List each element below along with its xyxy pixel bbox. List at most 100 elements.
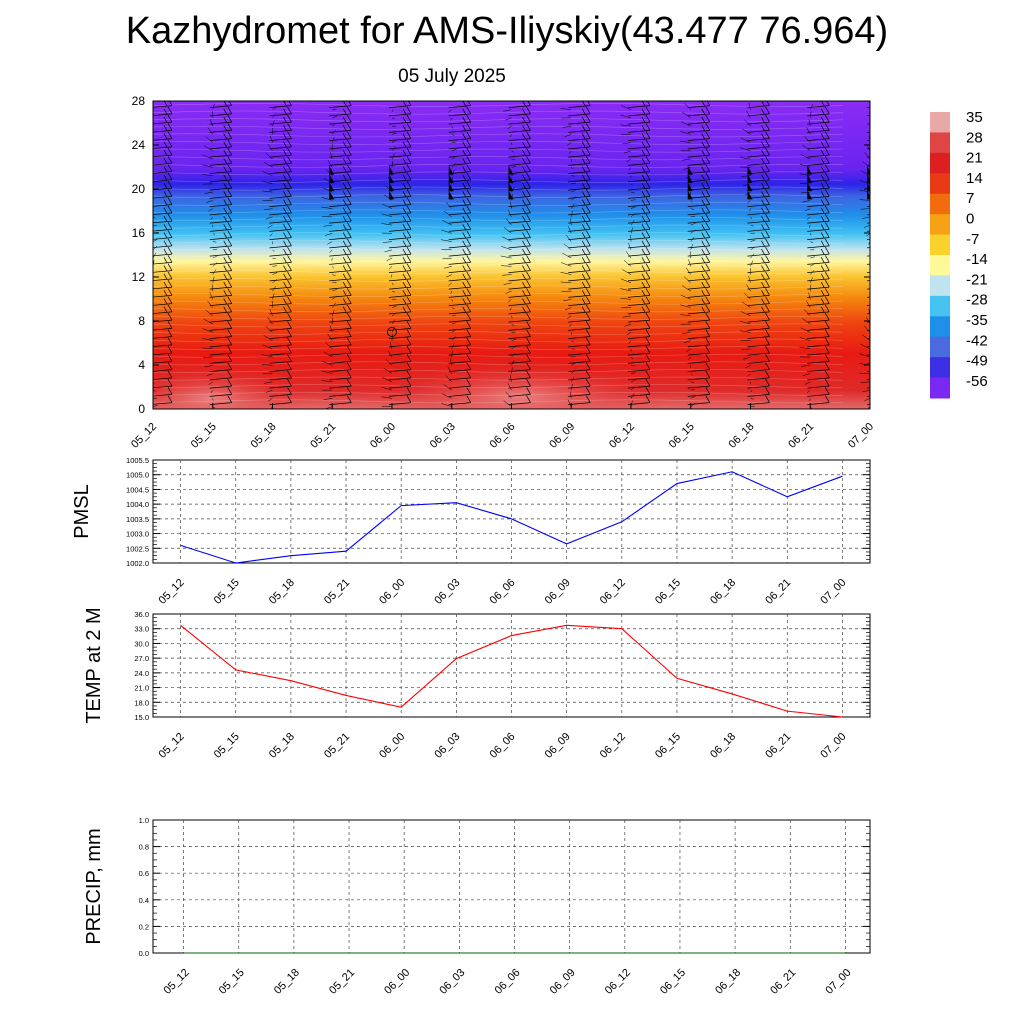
wind-barb: [568, 345, 591, 358]
barb-staff: [448, 385, 471, 389]
precip-panel: 0.00.20.40.60.81.005_12 05_15 05_18 05_21 06…: [83, 816, 871, 997]
barb-staff: [269, 196, 292, 199]
barb-feather: [765, 279, 770, 288]
barb-feather: [466, 246, 472, 255]
barb-staff: [687, 121, 710, 125]
wind-barb: [388, 131, 412, 143]
wind-barb: [382, 370, 412, 383]
wind-barb: [209, 263, 233, 275]
barb-shaft: [630, 393, 635, 399]
barb-shaft: [862, 334, 870, 341]
wind-barb: [804, 131, 830, 143]
barb-feather: [287, 345, 292, 354]
barb-shaft: [206, 373, 213, 377]
barb-shaft: [630, 213, 636, 218]
y-tick-label: 1002.5: [126, 544, 149, 553]
wind-barb: [687, 354, 711, 368]
barb-feather: [346, 279, 352, 288]
barb-feather: [522, 141, 526, 148]
barb-shaft: [563, 243, 572, 251]
wind-barb: [269, 255, 292, 267]
barb-feather: [406, 139, 412, 148]
wind-barb: [269, 238, 292, 252]
barb-feather: [283, 306, 287, 313]
barb-feather: [765, 312, 770, 321]
barb-feather: [406, 395, 412, 403]
wind-barb: [269, 123, 292, 135]
x-tick-label: 05_18: [267, 731, 297, 761]
barb-feather: [581, 281, 586, 288]
y-tick-label: 1005.5: [126, 456, 149, 465]
wind-barb: [804, 370, 830, 385]
barb-staff: [448, 212, 471, 216]
barb-feather: [645, 387, 651, 395]
barb-feather: [641, 273, 646, 280]
wind-barb: [325, 222, 352, 236]
barb-feather: [645, 114, 651, 123]
wind-barb: [746, 279, 770, 292]
barb-feather: [522, 215, 526, 222]
barb-shaft: [684, 103, 691, 110]
barb-feather: [283, 240, 287, 247]
barb-feather: [705, 164, 711, 172]
barb-shaft: [450, 291, 452, 294]
wind-barb: [741, 164, 770, 177]
barb-shaft: [501, 246, 512, 251]
barb-feather: [585, 255, 591, 263]
barb-shaft: [387, 350, 393, 358]
barb-staff: [627, 328, 651, 331]
barb-shaft: [860, 343, 870, 350]
barb-staff: [747, 286, 770, 290]
barb-shaft: [690, 381, 695, 383]
contour-line: [153, 262, 844, 267]
barb-shaft: [153, 332, 154, 333]
barb-feather: [522, 248, 526, 255]
wind-barb: [153, 288, 173, 300]
barb-staff: [448, 262, 471, 265]
barb-staff: [508, 328, 531, 331]
barb-shaft: [388, 266, 393, 270]
barb-shaft: [441, 239, 452, 242]
wind-barb: [269, 296, 292, 308]
barb-feather: [705, 329, 711, 337]
wind-barb: [329, 263, 352, 276]
barb-shaft: [330, 152, 333, 160]
panel-frame: [152, 613, 871, 718]
barb-shaft: [560, 262, 572, 267]
barb-shaft: [749, 208, 751, 212]
y-tick-label: 0: [138, 402, 145, 416]
barb-feather: [522, 199, 526, 206]
wind-barb: [744, 114, 770, 127]
wind-barb: [743, 172, 770, 187]
barb-feather: [287, 172, 292, 181]
x-tick-label: 05_18: [267, 577, 297, 607]
barb-feather: [885, 346, 889, 353]
barb-staff: [269, 262, 292, 265]
barb-feather: [526, 230, 531, 238]
barb-staff: [568, 138, 591, 141]
barb-shaft: [153, 175, 154, 176]
barb-shaft: [386, 257, 393, 261]
barb-shaft: [500, 255, 512, 259]
barb-shaft: [869, 290, 870, 292]
barb-feather: [342, 298, 347, 305]
barb-feather: [466, 370, 472, 379]
wind-barb: [620, 271, 651, 284]
barb-shaft: [571, 175, 575, 177]
barb-staff: [687, 262, 710, 265]
barb-feather: [163, 224, 168, 231]
barb-staff: [209, 369, 232, 372]
barb-staff: [269, 212, 292, 216]
barb-feather: [342, 257, 347, 264]
barb-shaft: [799, 346, 811, 350]
barb-feather: [824, 329, 830, 337]
barb-staff: [627, 171, 651, 174]
barb-feather: [167, 288, 173, 296]
wind-barb: [742, 296, 770, 308]
barb-feather: [402, 298, 407, 305]
barb-staff: [568, 336, 591, 339]
barb-staff: [269, 336, 292, 339]
barb-feather: [167, 222, 173, 230]
barb-shaft: [626, 332, 632, 336]
barb-feather: [163, 133, 168, 140]
